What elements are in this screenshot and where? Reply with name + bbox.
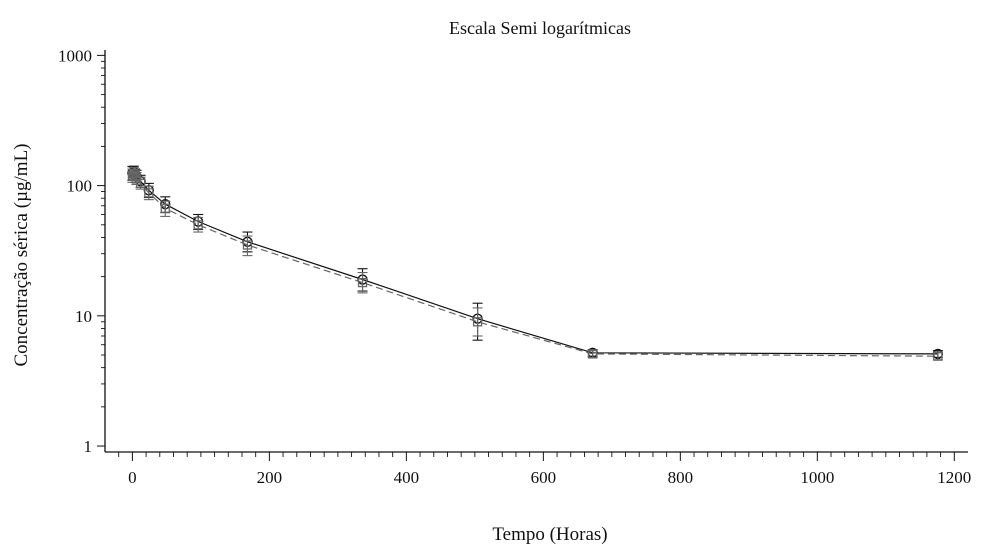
series-line: [131, 172, 938, 357]
data-point: [933, 351, 943, 361]
chart-title: Escala Semi logarítmicas: [449, 18, 631, 38]
x-tick-label: 0: [128, 468, 137, 487]
y-tick-label: 1000: [58, 46, 92, 65]
data-point: [588, 349, 598, 359]
y-axis-title: Concentração sérica (µg/mL): [11, 143, 32, 366]
x-tick-label: 1000: [800, 468, 834, 487]
x-tick-label: 800: [668, 468, 694, 487]
x-axis-title: Tempo (Horas): [492, 524, 607, 545]
x-tick-label: 600: [531, 468, 557, 487]
data-point: [144, 188, 154, 198]
series-1: [127, 165, 944, 360]
data-point: [135, 178, 146, 189]
series-2: [127, 166, 943, 361]
y-tick-label: 1: [84, 437, 93, 456]
y-tick-label: 100: [67, 177, 93, 196]
y-tick-label: 10: [75, 307, 92, 326]
series-layer: [127, 165, 944, 361]
data-point: [160, 203, 170, 213]
data-point: [357, 277, 368, 288]
axes: 0 200 400 600 800 1000 1200 1 10 100 1000: [58, 46, 971, 487]
series-line: [131, 170, 938, 355]
x-tick-label: 200: [257, 468, 283, 487]
data-point: [472, 317, 483, 327]
data-point: [129, 168, 139, 179]
data-point: [193, 220, 203, 230]
data-point: [242, 240, 253, 250]
x-tick-label: 400: [394, 468, 420, 487]
x-tick-label: 1200: [937, 468, 971, 487]
